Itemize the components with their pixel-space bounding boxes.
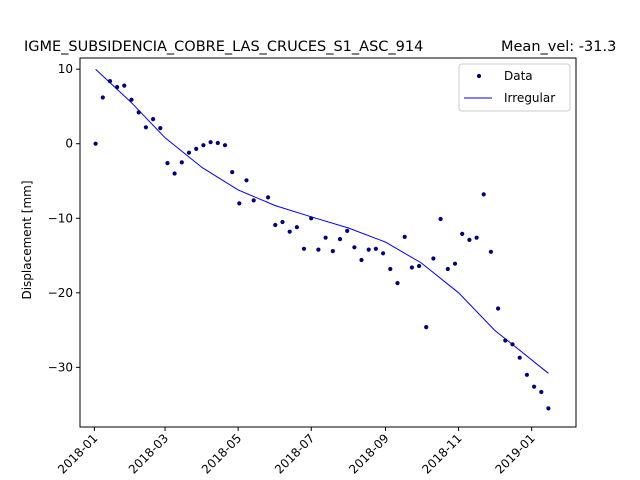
data-point	[136, 110, 141, 115]
data-point	[93, 141, 98, 146]
data-point	[496, 306, 501, 311]
data-point	[510, 342, 515, 347]
data-point	[359, 257, 364, 263]
data-point	[143, 125, 148, 130]
data-point	[474, 235, 479, 240]
data-point	[337, 237, 343, 242]
data-point	[524, 372, 530, 377]
data-point	[151, 117, 156, 122]
data-point	[244, 178, 249, 183]
legend: Data Irregular	[458, 63, 571, 112]
data-point	[517, 355, 522, 360]
chart-subtitle: Mean_vel: -31.3	[501, 39, 616, 55]
y-tick-label: 10	[58, 62, 73, 76]
data-point	[373, 246, 378, 251]
y-tick-label: −10	[48, 211, 73, 225]
data-point	[107, 79, 113, 84]
data-point	[215, 140, 220, 146]
data-point	[301, 246, 307, 251]
data-point	[395, 281, 400, 286]
data-point	[115, 85, 120, 90]
data-point	[402, 234, 407, 239]
data-point	[445, 266, 450, 272]
data-point	[201, 143, 206, 148]
data-point	[179, 160, 184, 165]
legend-label: Irregular	[504, 91, 555, 105]
data-point	[381, 251, 386, 256]
data-point	[280, 219, 285, 225]
data-point	[316, 247, 321, 252]
data-point	[172, 171, 177, 176]
data-point	[222, 143, 228, 148]
data-point	[294, 225, 299, 230]
legend-box	[458, 63, 571, 112]
data-point	[409, 265, 414, 270]
data-point	[208, 140, 213, 145]
data-point	[467, 237, 472, 242]
data-point	[546, 406, 551, 411]
data-point	[273, 222, 278, 228]
data-point	[237, 201, 242, 206]
data-point	[129, 97, 134, 102]
data-point	[158, 126, 163, 131]
legend-label: Data	[504, 69, 533, 83]
data-point	[230, 170, 235, 175]
data-point	[388, 266, 393, 272]
data-point	[532, 384, 537, 389]
chart-title: IGME_SUBSIDENCIA_COBRE_LAS_CRUCES_S1_ASC…	[24, 39, 423, 55]
data-point	[488, 249, 493, 254]
data-point	[481, 192, 486, 197]
data-point	[194, 146, 199, 151]
data-point	[452, 261, 458, 266]
legend-marker-data	[476, 73, 482, 79]
data-point	[100, 95, 105, 100]
data-point	[251, 198, 256, 203]
data-point	[345, 228, 350, 233]
y-tick-label: −30	[48, 360, 73, 374]
plot-frame	[79, 57, 577, 428]
y-tick-label: 0	[65, 137, 73, 151]
data-point	[266, 195, 271, 200]
data-point	[417, 263, 422, 269]
data-point	[431, 256, 436, 261]
data-point	[309, 216, 314, 221]
data-point	[323, 235, 328, 240]
plot-area	[93, 68, 551, 411]
data-point	[352, 245, 357, 250]
data-point	[165, 161, 170, 166]
y-tick-label: −20	[48, 286, 73, 300]
data-point	[503, 338, 508, 343]
data-point	[122, 83, 127, 88]
data-point	[186, 150, 192, 155]
y-axis-label: Displacement [mm]	[20, 180, 34, 299]
data-point	[460, 231, 465, 236]
data-point	[539, 389, 544, 395]
data-point	[287, 229, 292, 234]
data-point	[366, 247, 371, 252]
data-point	[330, 249, 335, 254]
data-point	[438, 216, 443, 222]
data-point	[424, 325, 429, 330]
